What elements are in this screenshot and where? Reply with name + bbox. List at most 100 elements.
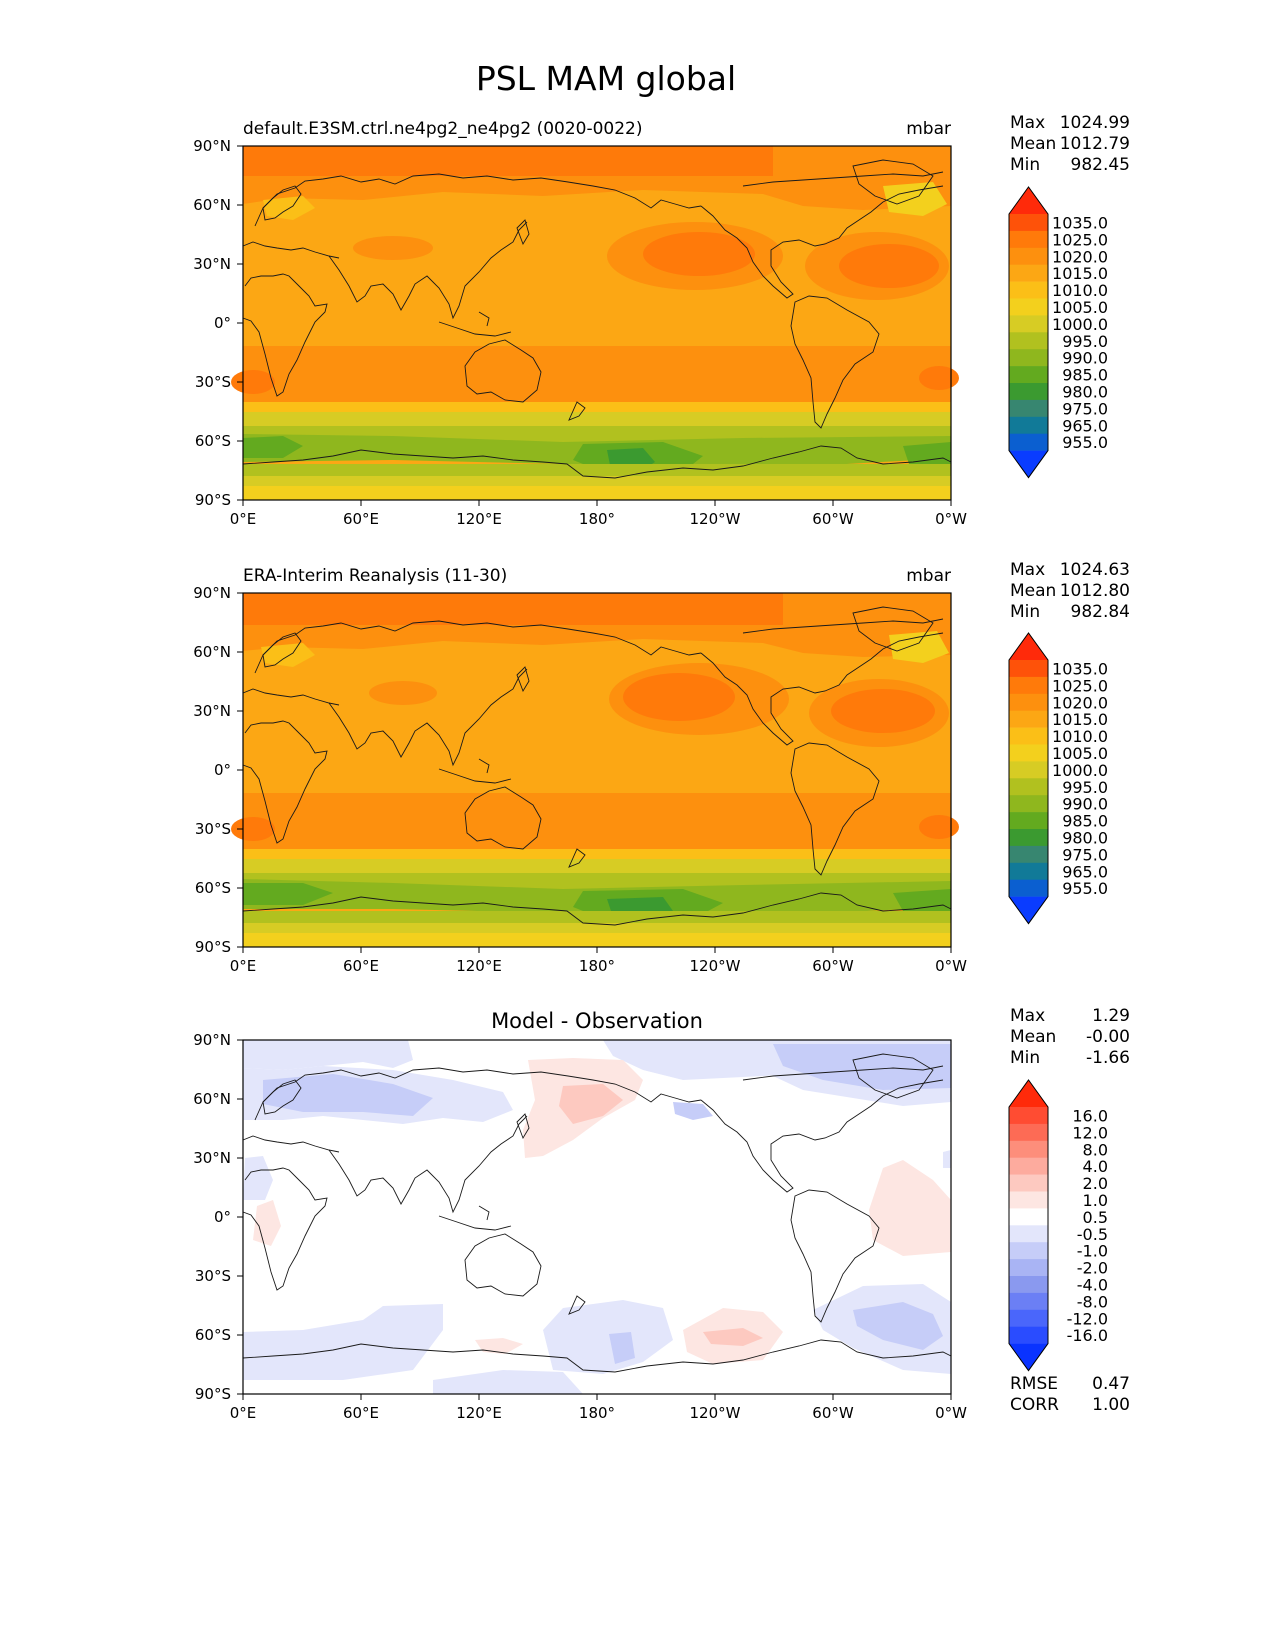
y-axis: 90°N 60°N 30°N 0° 30°S 60°S 90°S — [193, 1031, 243, 1403]
colorbar-label: 1010.0 — [1052, 727, 1108, 746]
colorbar-label: 1015.0 — [1052, 264, 1108, 283]
x-tick-label: 0°E — [230, 1404, 257, 1422]
y-tick-label: 30°N — [193, 255, 231, 273]
panel-test: default.E3SM.ctrl.ne4pg2_ne4pg2 (0020-00… — [193, 119, 967, 528]
x-tick-label: 120°E — [456, 1404, 502, 1422]
panel-reference: ERA-Interim Reanalysis (11-30) mbar — [193, 566, 967, 975]
colorbar-extension-max — [1009, 1080, 1048, 1107]
colorbar-label: 965.0 — [1062, 862, 1108, 881]
y-tick-label: 90°N — [193, 1031, 231, 1049]
colorbar-block — [1009, 433, 1048, 451]
stat-label: Min — [1010, 602, 1040, 622]
colorbar-block — [1009, 727, 1048, 745]
stat-label: Mean — [1010, 1027, 1056, 1047]
y-tick-label: 60°S — [195, 432, 231, 450]
colorbar-label: 1.0 — [1083, 1191, 1108, 1210]
panel-title: Model - Observation — [491, 1009, 703, 1033]
colorbar-label: 0.5 — [1083, 1208, 1108, 1227]
colorbar-label: 1020.0 — [1052, 693, 1108, 712]
colorbar-block — [1009, 416, 1048, 434]
colorbar-label: -12.0 — [1067, 1309, 1108, 1328]
x-tick-label: 120°W — [690, 957, 741, 975]
colorbar-label: 1010.0 — [1052, 281, 1108, 300]
colorbar-block — [1009, 829, 1048, 847]
colorbar-label: -8.0 — [1077, 1292, 1108, 1311]
colorbar-label: 8.0 — [1083, 1140, 1108, 1159]
colorbar-block — [1009, 660, 1048, 678]
stats-reference: Max 1024.63 Mean 1012.80 Min 982.84 — [1010, 560, 1130, 622]
colorbar-label: 980.0 — [1062, 382, 1108, 401]
stat-label: Max — [1010, 113, 1045, 133]
colorbar-block — [1009, 744, 1048, 762]
x-tick-label: 120°W — [690, 510, 741, 528]
colorbar-outline — [1008, 1079, 1049, 1372]
colorbar-label: 975.0 — [1062, 845, 1108, 864]
colorbar-block — [1009, 1225, 1048, 1243]
colorbar-block — [1009, 1157, 1048, 1175]
panel-units: mbar — [906, 119, 951, 139]
colorbar-block — [1009, 879, 1048, 897]
x-tick-label: 180° — [579, 1404, 615, 1422]
colorbar-label: -16.0 — [1067, 1326, 1108, 1345]
y-tick-label: 90°N — [193, 137, 231, 155]
y-tick-label: 30°S — [195, 373, 231, 391]
colorbar-label: 1035.0 — [1052, 659, 1108, 678]
stat-value: -1.66 — [1086, 1048, 1130, 1068]
stat-value: -0.00 — [1086, 1027, 1130, 1047]
metric-value: 1.00 — [1092, 1395, 1130, 1415]
colorbar-label: -1.0 — [1077, 1242, 1108, 1261]
stat-label: Min — [1010, 155, 1040, 175]
y-tick-label: 30°N — [193, 702, 231, 720]
colorbar-label: 990.0 — [1062, 795, 1108, 814]
y-tick-label: 0° — [214, 314, 231, 332]
colorbar-block — [1009, 264, 1048, 282]
colorbar-block — [1009, 383, 1048, 401]
y-axis: 90°N 60°N 30°N 0° 30°S 60°S 90°S — [193, 584, 243, 956]
colorbar-extension-min — [1009, 896, 1048, 924]
colorbar-test: 1035.01025.01020.01015.01010.01005.01000… — [1008, 186, 1108, 479]
colorbar-block — [1009, 1309, 1048, 1327]
y-tick-label: 90°S — [195, 491, 231, 509]
figure-title: PSL MAM global — [476, 59, 736, 98]
y-axis: 90°N 60°N 30°N 0° 30°S 60°S 90°S — [193, 137, 243, 509]
colorbar-extension-max — [1009, 187, 1048, 214]
x-tick-label: 0°E — [230, 510, 257, 528]
x-axis: 0°E 60°E 120°E 180° 120°W 60°W 0°W — [230, 1394, 967, 1422]
colorbar-block — [1009, 349, 1048, 367]
y-tick-label: 60°S — [195, 879, 231, 897]
panel-title: ERA-Interim Reanalysis (11-30) — [243, 566, 507, 586]
colorbar-label: 980.0 — [1062, 828, 1108, 847]
colorbar-block — [1009, 693, 1048, 711]
colorbar-block — [1009, 862, 1048, 880]
colorbar-label: 1000.0 — [1052, 761, 1108, 780]
y-tick-label: 60°N — [193, 196, 231, 214]
stats-test: Max 1024.99 Mean 1012.79 Min 982.45 — [1010, 113, 1130, 175]
stat-value: 1024.99 — [1060, 113, 1130, 133]
colorbar-block — [1009, 1107, 1048, 1125]
y-tick-label: 30°S — [195, 1267, 231, 1285]
x-tick-label: 60°E — [343, 1404, 379, 1422]
panel-units: mbar — [906, 566, 951, 586]
colorbar-block — [1009, 761, 1048, 779]
x-tick-label: 0°W — [935, 510, 967, 528]
x-tick-label: 60°W — [812, 1404, 854, 1422]
colorbar-label: 975.0 — [1062, 399, 1108, 418]
x-tick-label: 60°E — [343, 957, 379, 975]
colorbar-label: 995.0 — [1062, 332, 1108, 351]
colorbar-block — [1009, 795, 1048, 813]
x-tick-label: 60°W — [812, 957, 854, 975]
x-tick-label: 120°E — [456, 957, 502, 975]
colorbar-block — [1009, 1191, 1048, 1209]
stat-label: Max — [1010, 1006, 1045, 1026]
panel-title: default.E3SM.ctrl.ne4pg2_ne4pg2 (0020-00… — [243, 119, 643, 139]
colorbar-block — [1009, 230, 1048, 249]
y-tick-label: 30°S — [195, 820, 231, 838]
colorbar-block — [1009, 676, 1048, 695]
y-tick-label: 0° — [214, 1208, 231, 1226]
colorbar-block — [1009, 1140, 1048, 1158]
contour-field — [231, 593, 959, 947]
stat-label: Mean — [1010, 134, 1056, 154]
x-tick-label: 180° — [579, 510, 615, 528]
colorbar-block — [1009, 1259, 1048, 1277]
x-tick-label: 60°W — [812, 510, 854, 528]
